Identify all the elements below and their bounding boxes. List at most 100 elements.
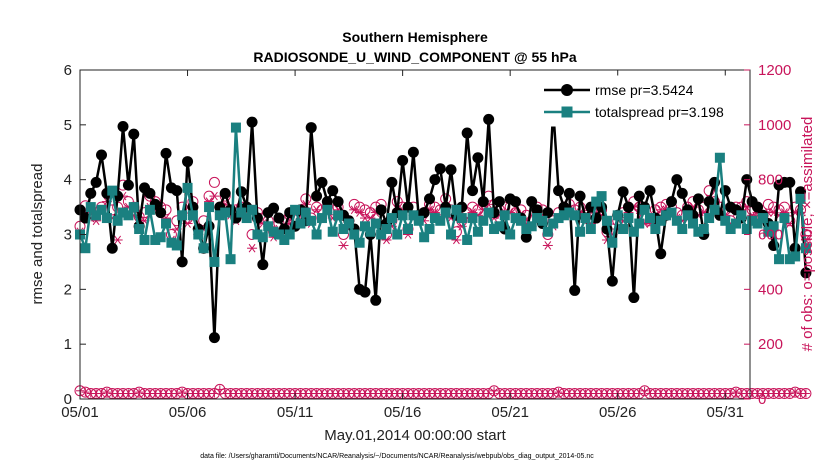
y-right-tick-label: 1200: [758, 62, 791, 79]
obs-possible-marker: [703, 185, 715, 197]
rmse-point: [553, 185, 565, 197]
obs-bottom-asterisk: [178, 388, 187, 397]
obs-assimilated-marker: [354, 208, 365, 217]
totalspread-point: [591, 196, 602, 207]
totalspread-point: [343, 218, 354, 229]
totalspread-point: [166, 237, 177, 248]
rmse-point: [85, 187, 97, 199]
totalspread-point: [252, 229, 263, 240]
totalspread-point: [612, 210, 623, 221]
totalspread-point: [532, 213, 543, 224]
obs-possible-marker: [311, 201, 323, 213]
asterisk-stroke: [356, 208, 364, 217]
totalspread-point: [225, 254, 236, 265]
rmse-point: [359, 286, 371, 298]
x-tick-label: 05/26: [599, 404, 637, 421]
rmse-point: [520, 231, 532, 243]
totalspread-point: [634, 218, 645, 229]
asterisk-stroke: [544, 241, 552, 250]
totalspread-point: [650, 224, 661, 235]
x-tick-label: 05/31: [706, 404, 744, 421]
asterisk-stroke: [313, 205, 320, 215]
data-file-footer: data file: /Users/gharamti/Documents/NCA…: [200, 453, 594, 460]
obs-bottom-asterisk: [726, 389, 735, 398]
y-axis-right: 0 200 400 600 800 1000 1200: [744, 62, 791, 408]
x-axis-label: May.01,2014 00:00:00 start: [324, 427, 506, 444]
rmse-point: [182, 156, 194, 168]
totalspread-point: [747, 215, 758, 226]
totalspread-point: [725, 224, 736, 235]
obs-bottom-asterisk: [484, 389, 493, 398]
totalspread-point: [419, 232, 430, 243]
rmse-point: [633, 190, 645, 202]
obs-bottom-asterisk: [801, 389, 810, 398]
totalspread-point: [446, 229, 457, 240]
totalspread-point: [601, 215, 612, 226]
totalspread-point: [397, 210, 408, 221]
asterisk-stroke: [350, 205, 358, 215]
totalspread-point: [521, 224, 532, 235]
rmse-point: [144, 187, 156, 199]
rmse-point: [208, 332, 220, 344]
totalspread-point: [666, 207, 677, 218]
rmse-point: [402, 201, 414, 213]
asterisk-stroke: [361, 213, 369, 223]
rmse-point: [526, 196, 538, 208]
totalspread-point: [263, 221, 274, 232]
totalspread-point: [403, 224, 414, 235]
totalspread-point: [171, 240, 182, 251]
totalspread-point: [580, 213, 591, 224]
totalspread-point: [494, 221, 505, 232]
rmse-point: [321, 196, 333, 208]
totalspread-point: [279, 234, 290, 245]
totalspread-point: [558, 210, 569, 221]
totalspread-point: [182, 182, 193, 193]
legend-rmse-marker: [561, 84, 573, 96]
legend-rmse-label: rmse pr=3.5424: [595, 82, 694, 98]
totalspread-point: [526, 221, 537, 232]
totalspread-point: [537, 215, 548, 226]
obs-bottom-asterisk: [215, 385, 224, 394]
asterisk-stroke: [479, 205, 487, 215]
rmse-point: [692, 193, 704, 205]
obs-bottom-asterisk: [102, 388, 111, 397]
legend-spread-label: totalspread pr=3.198: [595, 104, 724, 120]
totalspread-point: [661, 210, 672, 221]
rmse-point: [273, 212, 285, 224]
rmse-point: [429, 174, 441, 186]
obs-possible-marker: [208, 176, 220, 188]
rmse-point: [305, 122, 317, 134]
y-axis-left: 0 1 2 3 4 5 6: [64, 62, 86, 408]
rmse-point: [96, 149, 108, 161]
totalspread-point: [290, 204, 301, 215]
totalspread-point: [230, 122, 241, 133]
totalspread-point: [489, 224, 500, 235]
rmse-point: [117, 120, 129, 132]
totalspread-point: [257, 232, 268, 243]
totalspread-point: [408, 210, 419, 221]
rmse-point: [176, 256, 188, 268]
totalspread-point: [553, 213, 564, 224]
rmse-point: [644, 185, 656, 197]
totalspread-point: [209, 256, 220, 267]
asterisk-stroke: [366, 213, 374, 223]
totalspread-point: [316, 213, 327, 224]
y-axis-right-label: # of obs: o=possible; ×=assimilated: [799, 117, 816, 352]
totalspread-point: [268, 226, 279, 237]
totalspread-point: [247, 204, 258, 215]
rmse-point: [510, 196, 522, 208]
rmse-point: [311, 190, 323, 202]
totalspread-point: [677, 224, 688, 235]
rmse-point: [160, 147, 172, 159]
totalspread-point: [774, 254, 785, 265]
obs-assimilated-marker: [311, 205, 322, 215]
asterisk-stroke: [259, 219, 267, 228]
totalspread-point: [91, 210, 102, 221]
asterisk-stroke: [485, 200, 493, 209]
totalspread-point: [628, 226, 639, 237]
totalspread-point: [671, 215, 682, 226]
totalspread-point: [623, 213, 634, 224]
totalspread-point: [155, 232, 166, 243]
totalspread-point: [306, 215, 317, 226]
totalspread-point: [483, 207, 494, 218]
